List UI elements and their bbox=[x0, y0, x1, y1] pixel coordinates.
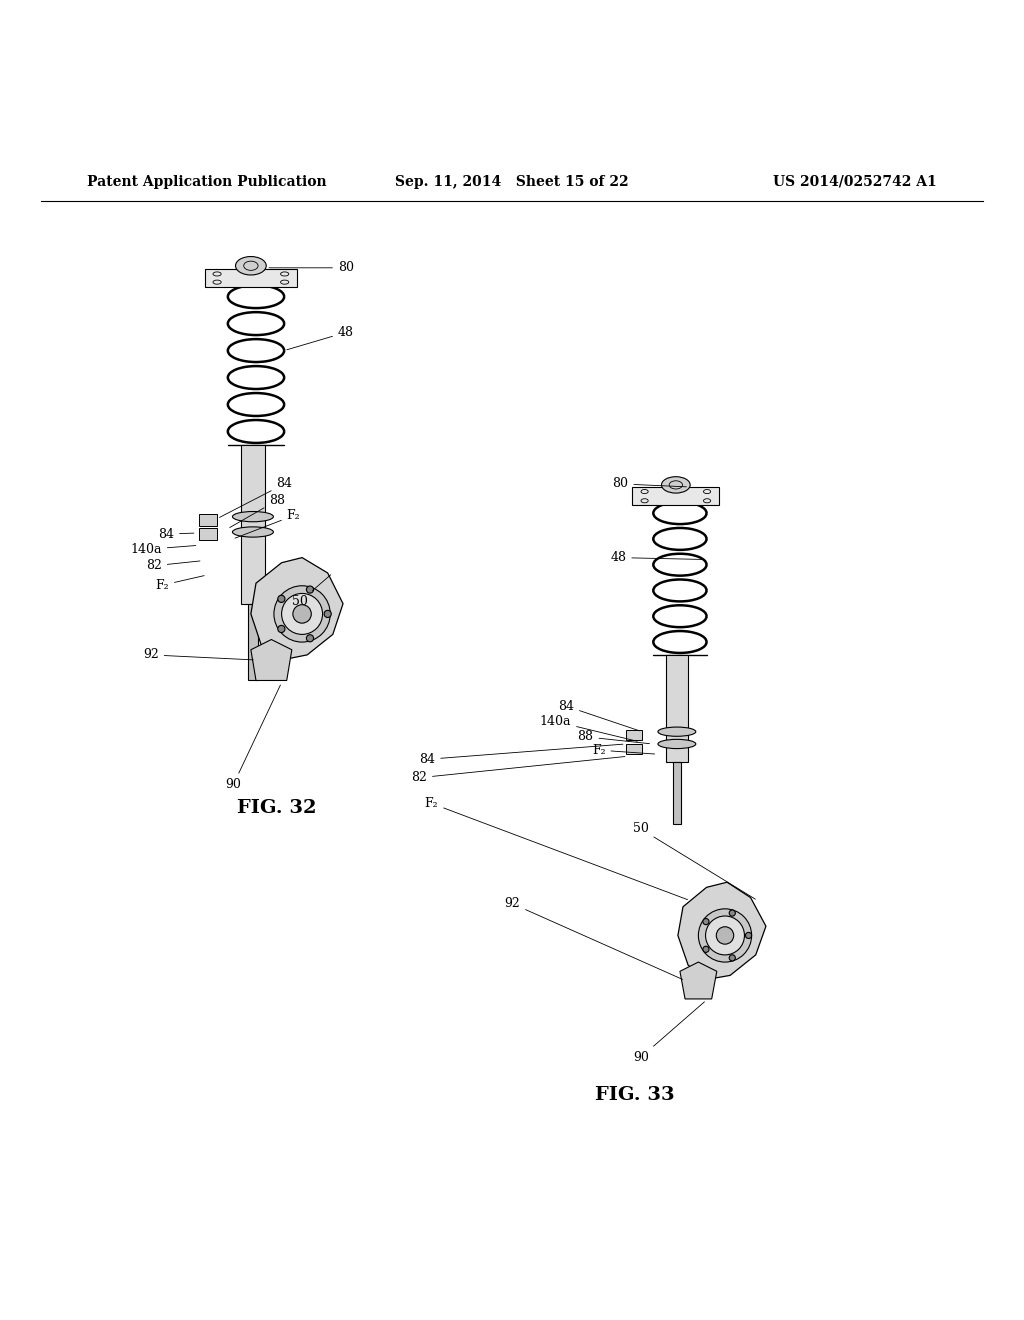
Polygon shape bbox=[199, 513, 217, 525]
Ellipse shape bbox=[236, 256, 266, 275]
Text: 48: 48 bbox=[287, 326, 354, 350]
Ellipse shape bbox=[717, 927, 733, 944]
Text: Sep. 11, 2014   Sheet 15 of 22: Sep. 11, 2014 Sheet 15 of 22 bbox=[395, 174, 629, 189]
Ellipse shape bbox=[729, 909, 735, 916]
Polygon shape bbox=[633, 487, 719, 504]
Text: 92: 92 bbox=[505, 898, 683, 979]
Polygon shape bbox=[251, 639, 292, 681]
Ellipse shape bbox=[306, 635, 313, 642]
Polygon shape bbox=[626, 730, 642, 741]
Text: F₂: F₂ bbox=[156, 576, 204, 591]
Text: 80: 80 bbox=[612, 478, 686, 490]
Polygon shape bbox=[248, 603, 258, 681]
Ellipse shape bbox=[278, 626, 285, 632]
Text: 80: 80 bbox=[269, 261, 354, 275]
Text: US 2014/0252742 A1: US 2014/0252742 A1 bbox=[773, 174, 937, 189]
Ellipse shape bbox=[706, 916, 744, 954]
Ellipse shape bbox=[662, 477, 690, 494]
Text: 84: 84 bbox=[219, 478, 293, 517]
Ellipse shape bbox=[293, 605, 311, 623]
Text: F₂: F₂ bbox=[592, 743, 654, 756]
Text: F₂: F₂ bbox=[425, 797, 687, 900]
Polygon shape bbox=[241, 445, 265, 603]
Ellipse shape bbox=[324, 610, 332, 618]
Text: 140a: 140a bbox=[130, 543, 196, 556]
Polygon shape bbox=[626, 744, 642, 754]
Text: 84: 84 bbox=[419, 744, 623, 766]
Polygon shape bbox=[673, 763, 681, 824]
Text: Patent Application Publication: Patent Application Publication bbox=[87, 174, 327, 189]
Ellipse shape bbox=[745, 932, 752, 939]
Ellipse shape bbox=[232, 512, 273, 521]
Polygon shape bbox=[251, 557, 343, 660]
Text: 90: 90 bbox=[633, 1002, 705, 1064]
Ellipse shape bbox=[729, 954, 735, 961]
Ellipse shape bbox=[658, 727, 696, 737]
Polygon shape bbox=[678, 882, 766, 979]
Text: 88: 88 bbox=[578, 730, 649, 743]
Text: 84: 84 bbox=[158, 528, 194, 541]
Text: 50: 50 bbox=[292, 574, 331, 609]
Ellipse shape bbox=[306, 586, 313, 593]
Ellipse shape bbox=[698, 909, 752, 962]
Ellipse shape bbox=[232, 527, 273, 537]
Polygon shape bbox=[199, 528, 217, 540]
Text: 90: 90 bbox=[225, 685, 281, 792]
Ellipse shape bbox=[658, 739, 696, 748]
Text: FIG. 32: FIG. 32 bbox=[237, 800, 316, 817]
Text: 88: 88 bbox=[229, 494, 286, 528]
Text: FIG. 33: FIG. 33 bbox=[595, 1086, 675, 1105]
Text: 82: 82 bbox=[411, 756, 625, 784]
Polygon shape bbox=[680, 962, 717, 999]
Text: 48: 48 bbox=[610, 552, 703, 564]
Ellipse shape bbox=[702, 946, 709, 952]
Ellipse shape bbox=[278, 595, 285, 602]
Text: 84: 84 bbox=[558, 700, 639, 731]
Polygon shape bbox=[666, 655, 688, 763]
Ellipse shape bbox=[702, 919, 709, 925]
Polygon shape bbox=[205, 269, 297, 288]
Text: 140a: 140a bbox=[540, 715, 637, 742]
Text: 92: 92 bbox=[143, 648, 253, 661]
Text: F₂: F₂ bbox=[236, 510, 300, 539]
Text: 50: 50 bbox=[633, 822, 756, 899]
Ellipse shape bbox=[282, 594, 323, 635]
Ellipse shape bbox=[273, 586, 330, 642]
Text: 82: 82 bbox=[145, 560, 200, 573]
